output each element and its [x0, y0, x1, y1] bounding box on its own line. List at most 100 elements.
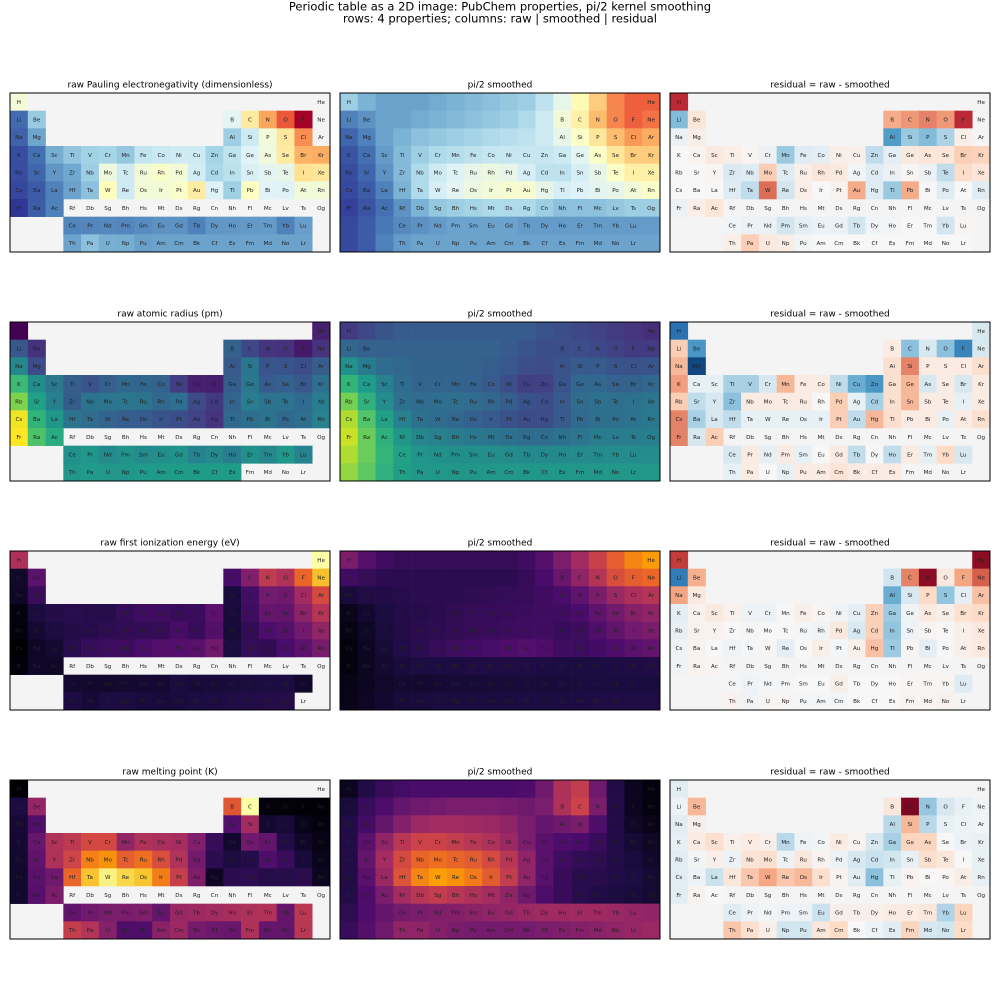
element-symbol: Mn: [121, 840, 130, 846]
element-symbol: Sr: [364, 400, 371, 406]
element-symbol: Sm: [799, 224, 808, 230]
element-symbol: Tb: [852, 453, 860, 459]
cell: [340, 339, 359, 358]
element-symbol: Nb: [746, 171, 754, 177]
element-symbol: Se: [942, 382, 950, 388]
element-symbol: Li: [17, 347, 22, 353]
cell: [847, 692, 866, 711]
element-symbol: Cd: [541, 171, 549, 177]
cell: [624, 850, 643, 869]
element-symbol: Nd: [434, 682, 442, 688]
element-symbol: Co: [817, 153, 825, 159]
element-symbol: Ca: [693, 153, 700, 159]
element-symbol: Tm: [262, 911, 272, 917]
element-symbol: Co: [157, 840, 165, 846]
cell: [134, 833, 153, 851]
element-symbol: Rf: [399, 893, 406, 899]
element-symbol: Rn: [317, 188, 325, 194]
element-symbol: Og: [647, 893, 655, 899]
cell: [883, 110, 902, 129]
cell: [258, 339, 277, 358]
element-symbol: O: [283, 118, 288, 124]
element-symbol: Mt: [488, 435, 496, 441]
element-symbol: U: [436, 241, 440, 247]
element-symbol: P: [596, 593, 600, 599]
element-symbol: Tl: [559, 188, 565, 194]
cell: [687, 428, 706, 446]
element-symbol: Sn: [246, 171, 254, 177]
element-symbol: Cm: [504, 699, 513, 705]
element-symbol: Pt: [176, 188, 182, 194]
cell: [10, 93, 29, 111]
cell: [553, 428, 572, 446]
element-symbol: Cf: [541, 699, 548, 705]
cell: [606, 163, 625, 182]
cell: [464, 392, 483, 411]
element-symbol: Mo: [434, 629, 443, 635]
cell: [411, 110, 430, 129]
cell: [901, 339, 920, 358]
cell: [741, 674, 760, 693]
cell: [393, 445, 412, 464]
cell: [812, 216, 831, 235]
element-symbol: O: [613, 118, 618, 124]
element-symbol: Re: [122, 188, 130, 194]
element-symbol: Sg: [104, 664, 112, 670]
cell: [535, 428, 554, 446]
element-symbol: Gd: [835, 453, 843, 459]
cell: [187, 181, 206, 200]
element-symbol: Si: [907, 822, 913, 828]
element-symbol: Ge: [576, 840, 584, 846]
element-symbol: Be: [693, 118, 701, 124]
cell: [81, 604, 100, 622]
element-symbol: W: [105, 646, 111, 652]
cell: [741, 216, 760, 235]
element-symbol: Es: [229, 470, 236, 476]
element-symbol: Ne: [977, 347, 985, 353]
element-symbol: Rg: [193, 435, 201, 441]
element-symbol: Tl: [889, 417, 895, 423]
element-symbol: O: [613, 576, 618, 582]
element-symbol: Be: [33, 347, 41, 353]
element-symbol: Er: [907, 911, 914, 917]
cell: [375, 199, 394, 217]
cell: [624, 551, 643, 569]
element-symbol: F: [962, 347, 965, 353]
cell: [340, 410, 359, 429]
cell: [642, 445, 661, 464]
cell: [624, 815, 643, 834]
element-symbol: Rn: [647, 417, 655, 423]
cell: [375, 639, 394, 658]
cell: [411, 780, 430, 798]
element-symbol: Rn: [317, 417, 325, 423]
element-symbol: Re: [452, 417, 460, 423]
cell: [588, 199, 607, 217]
element-symbol: Tb: [852, 224, 860, 230]
cell: [241, 163, 260, 182]
cell: [571, 639, 590, 658]
cell: [972, 357, 991, 376]
cell: [241, 797, 260, 816]
cell: [223, 639, 242, 658]
element-symbol: Pb: [577, 417, 584, 423]
cell: [553, 903, 572, 922]
cell: [187, 375, 206, 393]
cell: [411, 216, 430, 235]
cell: [276, 692, 295, 711]
element-symbol: Rg: [853, 893, 861, 899]
element-symbol: Re: [122, 417, 130, 423]
element-symbol: Na: [345, 135, 353, 141]
element-symbol: As: [594, 382, 601, 388]
element-symbol: Ta: [416, 875, 423, 881]
cell: [81, 216, 100, 235]
element-symbol: Tc: [782, 400, 789, 406]
element-symbol: Ar: [318, 135, 325, 141]
element-symbol: Pa: [747, 470, 754, 476]
cell: [241, 850, 260, 869]
element-symbol: Lu: [960, 224, 967, 230]
element-symbol: Tm: [922, 224, 932, 230]
element-symbol: I: [963, 858, 965, 864]
cell: [936, 674, 955, 693]
element-symbol: Cu: [523, 611, 531, 617]
element-symbol: No: [282, 241, 290, 247]
